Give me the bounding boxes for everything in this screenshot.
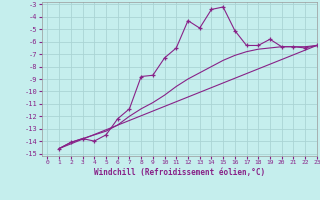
X-axis label: Windchill (Refroidissement éolien,°C): Windchill (Refroidissement éolien,°C) [94, 168, 265, 177]
